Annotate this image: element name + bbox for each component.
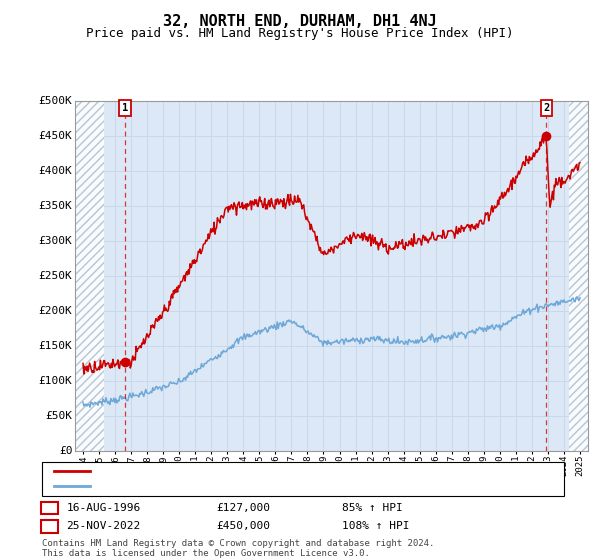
Text: 108% ↑ HPI: 108% ↑ HPI	[342, 521, 409, 531]
Text: £300K: £300K	[38, 236, 73, 246]
Text: 32, NORTH END, DURHAM, DH1 4NJ: 32, NORTH END, DURHAM, DH1 4NJ	[163, 14, 437, 29]
Text: 1: 1	[46, 503, 52, 513]
Text: £350K: £350K	[38, 201, 73, 211]
Text: 1: 1	[122, 103, 128, 113]
Text: Price paid vs. HM Land Registry's House Price Index (HPI): Price paid vs. HM Land Registry's House …	[86, 27, 514, 40]
Text: £0: £0	[59, 446, 73, 456]
Text: £400K: £400K	[38, 166, 73, 176]
Text: 2: 2	[543, 103, 550, 113]
Text: £100K: £100K	[38, 376, 73, 386]
Text: 32, NORTH END, DURHAM, DH1 4NJ (detached house): 32, NORTH END, DURHAM, DH1 4NJ (detached…	[99, 466, 393, 477]
Text: HPI: Average price, detached house, County Durham: HPI: Average price, detached house, Coun…	[99, 481, 405, 491]
Text: £500K: £500K	[38, 96, 73, 106]
Text: £250K: £250K	[38, 271, 73, 281]
Text: £450K: £450K	[38, 131, 73, 141]
Text: £127,000: £127,000	[216, 503, 270, 513]
Text: 16-AUG-1996: 16-AUG-1996	[67, 503, 141, 513]
Text: £450,000: £450,000	[216, 521, 270, 531]
Text: Contains HM Land Registry data © Crown copyright and database right 2024.
This d: Contains HM Land Registry data © Crown c…	[42, 539, 434, 558]
Text: £200K: £200K	[38, 306, 73, 316]
Text: £50K: £50K	[46, 411, 73, 421]
Bar	[569, 101, 588, 451]
Text: £150K: £150K	[38, 341, 73, 351]
Text: 85% ↑ HPI: 85% ↑ HPI	[342, 503, 403, 513]
Text: 2: 2	[46, 521, 52, 531]
Text: 25-NOV-2022: 25-NOV-2022	[67, 521, 141, 531]
Bar	[75, 101, 104, 451]
